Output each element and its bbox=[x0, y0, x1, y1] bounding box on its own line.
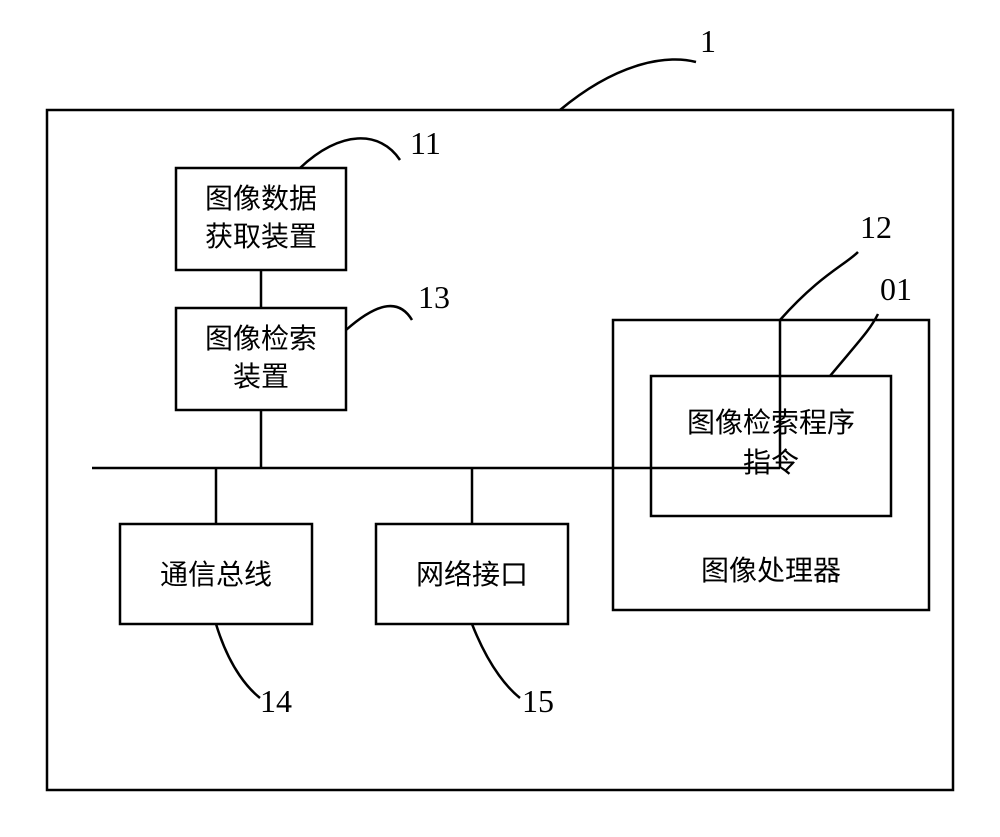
leader-13 bbox=[346, 306, 412, 330]
leader-11 bbox=[300, 138, 400, 168]
ref-num-12: 12 bbox=[860, 209, 892, 245]
n13-label-line1: 图像检索 bbox=[205, 323, 317, 355]
ref-num-11: 11 bbox=[410, 125, 441, 161]
n11-label-line1: 图像数据 bbox=[205, 183, 317, 215]
ref-num-01: 01 bbox=[880, 271, 912, 307]
image-retrieval-program-box bbox=[651, 376, 891, 516]
ref-num-1: 1 bbox=[700, 23, 716, 59]
n01-label-line1: 图像检索程序 bbox=[687, 407, 855, 439]
n15-label-line1: 网络接口 bbox=[416, 559, 528, 591]
leader-1 bbox=[560, 59, 696, 110]
leader-15 bbox=[472, 624, 520, 698]
n14-label-line1: 通信总线 bbox=[160, 559, 272, 591]
ref-num-14: 14 bbox=[260, 683, 292, 719]
block-diagram: 图像数据 获取装置 11 图像检索 装置 13 图像处理器 12 图像检索程序 … bbox=[0, 0, 1000, 837]
ref-num-15: 15 bbox=[522, 683, 554, 719]
leader-12 bbox=[780, 252, 858, 320]
n01-label-line2: 指令 bbox=[743, 447, 799, 479]
n12-outer-label: 图像处理器 bbox=[701, 555, 841, 587]
ref-num-13: 13 bbox=[418, 279, 450, 315]
leader-01 bbox=[830, 314, 878, 376]
n11-label-line2: 获取装置 bbox=[205, 221, 317, 253]
system-container bbox=[47, 110, 953, 790]
n13-label-line2: 装置 bbox=[233, 361, 289, 393]
leader-14 bbox=[216, 624, 260, 698]
